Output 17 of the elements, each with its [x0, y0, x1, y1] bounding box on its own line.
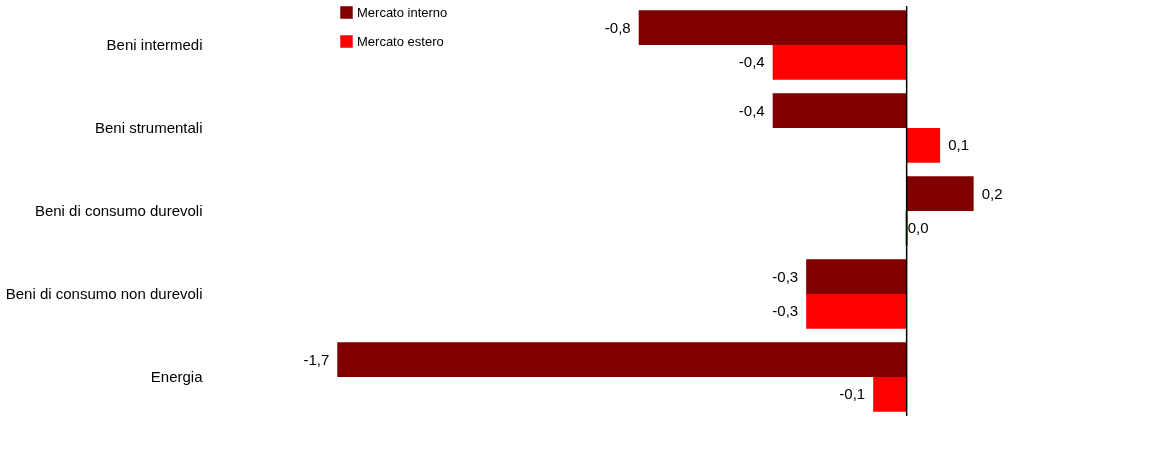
data-label: -0,3 [772, 302, 799, 320]
data-label: 0,2 [981, 184, 1003, 202]
y-tick-label: Beni intermedi [106, 36, 203, 54]
y-tick-label: Beni di consumo durevoli [34, 202, 203, 219]
legend-label: Mercato estero [357, 33, 444, 49]
data-label: -0,3 [772, 267, 799, 285]
data-label: -0,8 [604, 18, 631, 36]
data-label: -1,7 [303, 350, 330, 368]
y-tick-label: Beni strumentali [94, 119, 203, 136]
y-tick-label: Beni di consumo non durevoli [5, 285, 203, 302]
data-label: -0,1 [839, 385, 866, 403]
data-label: 0,1 [948, 136, 969, 154]
data-label: -0,4 [738, 53, 765, 71]
legend-label: Mercato interno [357, 4, 448, 20]
y-tick-label: Energia [150, 367, 204, 385]
data-label: -0,4 [738, 101, 765, 119]
data-label: 0,0 [907, 219, 929, 237]
